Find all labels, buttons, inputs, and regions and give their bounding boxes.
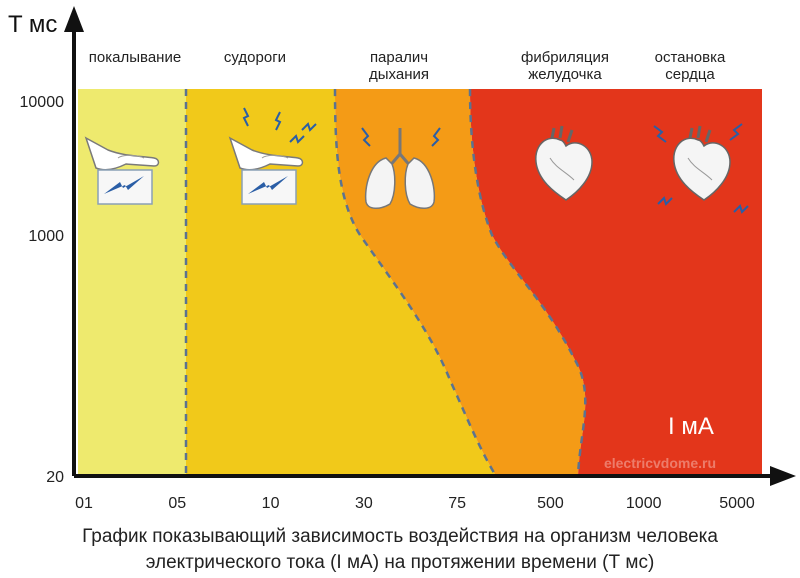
zones [78, 89, 762, 476]
y-tick-label: 1000 [28, 228, 64, 245]
icons [84, 107, 749, 214]
lungs-icon [361, 127, 441, 209]
caption-line-1: График показывающий зависимость воздейст… [82, 526, 718, 547]
x-tick-label: 500 [537, 495, 564, 512]
hand-spark-icon [84, 136, 160, 205]
y-tick-labels: 10000 1000 20 [20, 94, 65, 486]
boundary-3 [468, 88, 587, 477]
zone-label-ventricular-fibrillation: фибриляция желудочка [521, 49, 609, 83]
zone-label-cardiac-arrest: остановка сердца [655, 49, 726, 83]
axes [64, 6, 796, 486]
x-tick-label: 01 [75, 495, 93, 512]
zone-boundaries [184, 88, 587, 477]
watermark: electricvdome.ru [604, 455, 716, 471]
zone-respiratory-paralysis [335, 89, 586, 476]
x-tick-labels: 01 05 10 30 75 500 1000 5000 [75, 495, 755, 512]
zone-label-respiratory-paralysis: паралич дыхания [369, 49, 429, 83]
x-tick-label: 5000 [719, 495, 755, 512]
boundary-2 [333, 88, 498, 477]
y-axis-label: T мс [8, 11, 57, 38]
y-axis-arrow [64, 6, 84, 32]
y-tick-label: 10000 [20, 94, 65, 111]
x-tick-label: 1000 [626, 495, 662, 512]
x-tick-label: 05 [168, 495, 186, 512]
zone-label-tingling: покалывание [89, 49, 181, 66]
x-tick-label: 75 [448, 495, 466, 512]
x-axis-arrow [770, 466, 796, 486]
y-tick-label: 20 [46, 469, 64, 486]
zone-label-convulsions: судороги [224, 49, 286, 66]
heart-icon [653, 123, 749, 214]
caption-line-2: электрического тока (I мА) на протяжении… [145, 552, 655, 573]
x-axis-label: I мА [668, 413, 714, 440]
zone-labels: покалывание судороги паралич дыхания фибр… [89, 49, 726, 83]
heart-icon [535, 125, 593, 201]
x-tick-label: 10 [262, 495, 280, 512]
hand-spark-icon [228, 107, 317, 205]
x-tick-label: 30 [355, 495, 373, 512]
